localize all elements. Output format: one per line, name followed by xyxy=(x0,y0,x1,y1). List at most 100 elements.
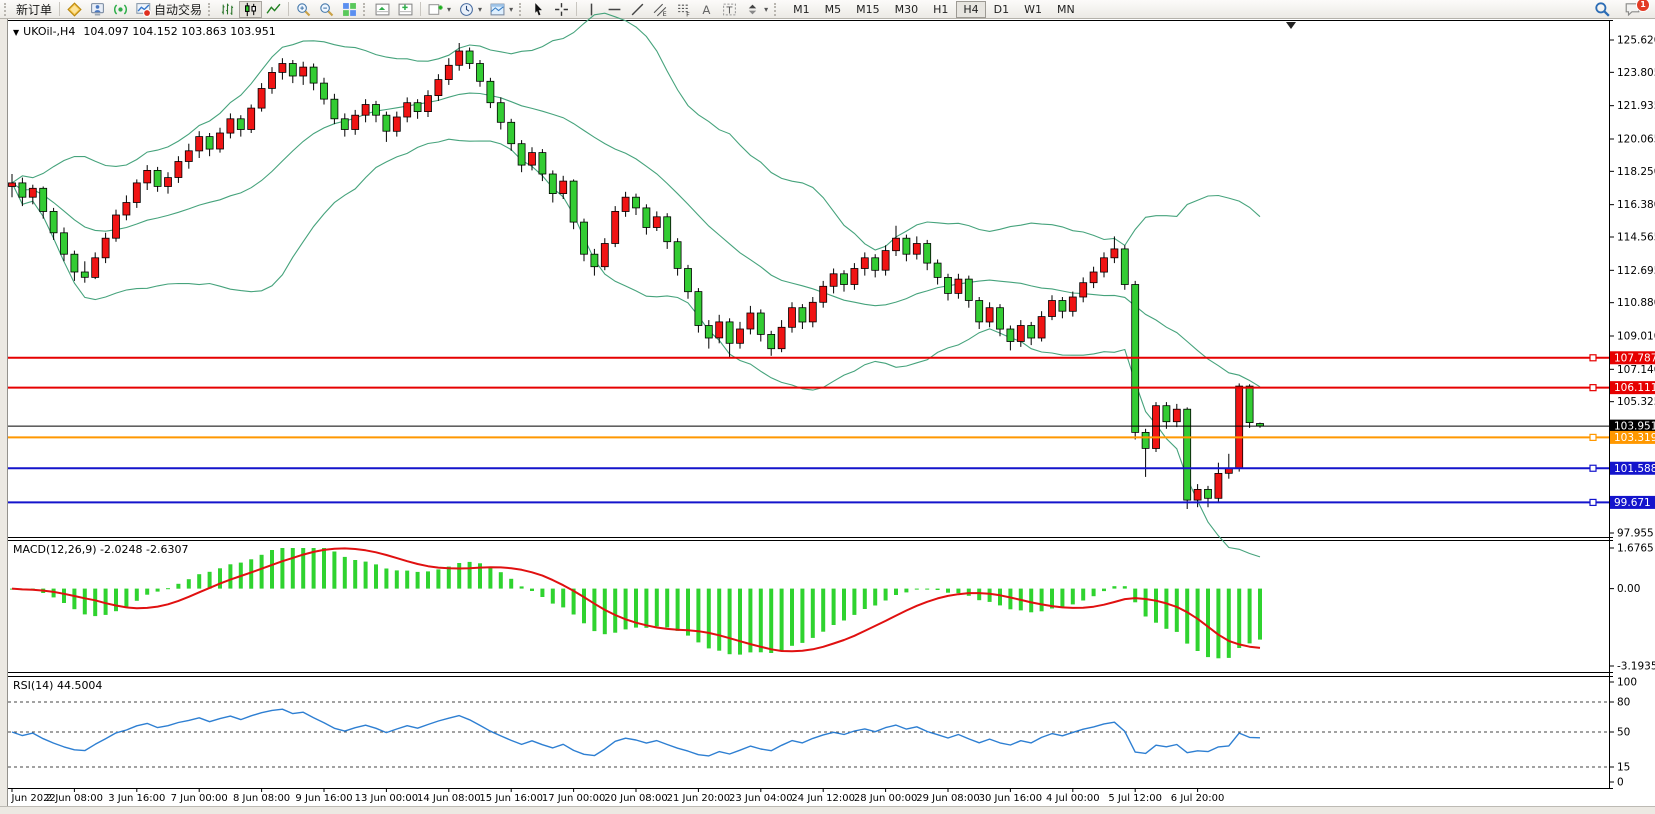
line-handle[interactable] xyxy=(1589,464,1597,472)
trendline-icon xyxy=(631,3,644,15)
candle xyxy=(860,257,869,269)
macd-histogram-bar xyxy=(145,588,150,595)
candle xyxy=(736,328,744,344)
label-tool-button[interactable]: T xyxy=(718,1,741,18)
add-indicator-button[interactable]: ▾ xyxy=(424,1,455,18)
macd-histogram-bar xyxy=(894,588,898,595)
tile-windows-icon xyxy=(343,2,356,16)
macd-histogram-bar xyxy=(1112,586,1117,589)
macd-histogram-bar xyxy=(478,563,482,589)
candle xyxy=(611,210,620,244)
templates-button[interactable]: ▾ xyxy=(486,1,517,18)
timeframe-button-h4[interactable]: H4 xyxy=(956,0,986,18)
timeframe-button-mn[interactable]: MN xyxy=(1050,1,1082,18)
timeframe-button-m30[interactable]: M30 xyxy=(888,1,926,18)
macd-histogram-bar xyxy=(530,588,534,591)
candle xyxy=(392,116,401,132)
price-line-label-box xyxy=(1610,495,1655,509)
candle xyxy=(767,333,776,350)
timeframe-toolbar: M1 M5 M15 M30 H1 H4 D1 W1 MN xyxy=(786,0,1082,18)
macd-histogram-bar xyxy=(914,588,919,590)
toolbar-separator xyxy=(576,2,578,16)
symbol-title[interactable]: ▼ UKOil-,H4 104.097 104.152 103.863 103.95… xyxy=(13,25,276,38)
macd-histogram-bar xyxy=(446,566,451,589)
macd-histogram-bar xyxy=(301,548,306,589)
line-handle[interactable] xyxy=(1589,384,1597,392)
candle xyxy=(340,118,349,130)
fibonacci-tool-button[interactable]: F xyxy=(672,1,695,18)
tile-windows-button[interactable] xyxy=(338,1,361,18)
macd-histogram-bar xyxy=(207,571,212,589)
toolbar-grip[interactable] xyxy=(774,2,778,16)
toolbar-grip[interactable] xyxy=(4,2,8,16)
periods-button[interactable]: ▾ xyxy=(455,1,486,18)
cursor-tool-button[interactable] xyxy=(527,1,550,18)
toolbar-grip[interactable] xyxy=(363,2,367,16)
candlestick-mode-button[interactable] xyxy=(239,0,263,18)
search-button[interactable] xyxy=(1590,1,1614,18)
line-handle[interactable] xyxy=(1589,433,1597,442)
candle xyxy=(912,243,921,255)
svg-text:105.325: 105.325 xyxy=(1617,396,1655,408)
arrows-tool-button[interactable]: ▾ xyxy=(741,1,772,18)
candle xyxy=(476,63,484,82)
timeframe-button-h1[interactable]: H1 xyxy=(926,1,955,18)
candle xyxy=(1100,257,1108,273)
indicator-window-button[interactable] xyxy=(371,1,394,18)
candle xyxy=(80,271,89,278)
line-chart-mode-button[interactable] xyxy=(262,1,285,18)
macd-histogram-bar xyxy=(405,570,410,589)
macd-histogram-bar xyxy=(1174,588,1179,632)
vertical-line-tool-button[interactable] xyxy=(580,1,603,18)
horizontal-line-tool-button[interactable] xyxy=(603,1,626,18)
line-handle[interactable] xyxy=(1589,498,1597,507)
candle xyxy=(101,237,110,259)
signals-button[interactable] xyxy=(109,1,132,18)
equidistant-channel-tool-button[interactable]: E xyxy=(649,1,672,18)
toolbar-grip[interactable] xyxy=(519,2,523,16)
macd-histogram-bar xyxy=(810,588,815,638)
dropdown-arrow-icon: ▾ xyxy=(478,4,483,14)
candle xyxy=(278,63,287,73)
trendline-tool-button[interactable] xyxy=(626,1,649,18)
candle xyxy=(122,202,131,216)
autotrading-button[interactable]: 自动交易 xyxy=(132,1,206,18)
candle xyxy=(372,104,380,116)
signals-icon xyxy=(114,3,127,15)
symbol-dropdown-icon[interactable]: ▼ xyxy=(13,28,20,37)
zoom-out-button[interactable] xyxy=(315,1,338,18)
macd-histogram-bar xyxy=(1050,588,1054,609)
chart-shift-marker-icon[interactable] xyxy=(1286,22,1296,29)
candle xyxy=(881,250,890,271)
candle xyxy=(205,136,214,150)
macd-histogram-bar xyxy=(800,588,805,643)
new-order-button[interactable]: 新订单 xyxy=(12,1,56,18)
candle xyxy=(382,114,391,132)
svg-text:121.935: 121.935 xyxy=(1617,100,1655,112)
zoom-in-button[interactable] xyxy=(292,1,315,18)
crosshair-tool-button[interactable] xyxy=(550,1,573,18)
macd-histogram-bar xyxy=(748,588,753,653)
candle xyxy=(424,95,432,112)
timeframe-button-m5[interactable]: M5 xyxy=(818,1,849,18)
new-chart-button[interactable] xyxy=(63,1,86,18)
notifications-button[interactable]: 1 xyxy=(1620,0,1650,18)
window-bottom-edge xyxy=(0,806,1655,814)
timeframe-button-w1[interactable]: W1 xyxy=(1017,1,1049,18)
macd-histogram-bar xyxy=(623,588,628,630)
macd-histogram-bar xyxy=(228,564,233,589)
bar-chart-mode-button[interactable] xyxy=(216,1,239,18)
date-label: 8 Jun 08:00 xyxy=(233,793,290,804)
notification-badge: 1 xyxy=(1636,0,1650,12)
timeframe-button-d1[interactable]: D1 xyxy=(987,1,1016,18)
text-tool-button[interactable]: A xyxy=(695,1,718,18)
line-handle[interactable] xyxy=(1589,354,1597,362)
toolbar-grip[interactable] xyxy=(208,2,212,16)
metaeditor-button[interactable] xyxy=(86,1,109,18)
indicator-window-add-button[interactable] xyxy=(394,1,417,18)
timeframe-button-m15[interactable]: M15 xyxy=(849,1,887,18)
svg-text:80: 80 xyxy=(1617,697,1630,709)
macd-histogram-bar xyxy=(561,588,566,608)
timeframe-button-m1[interactable]: M1 xyxy=(786,1,817,18)
